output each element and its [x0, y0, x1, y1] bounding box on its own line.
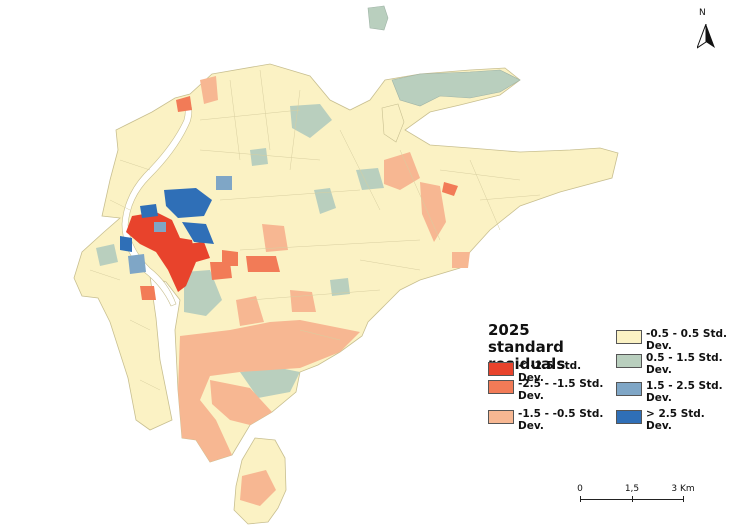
dark-blue-zone	[140, 204, 158, 218]
scale-label-start: 0	[577, 484, 583, 494]
legend-label: 0.5 - 1.5 Std. Dev.	[646, 352, 723, 376]
green-zone	[290, 104, 332, 138]
scale-label-end: 3 Km	[671, 484, 695, 494]
dark-blue-zone	[164, 188, 212, 218]
scale-tick	[580, 496, 581, 502]
legend-label: -1.5 - -0.5 Std. Dev.	[518, 408, 604, 432]
green-zone	[356, 168, 384, 190]
light-salmon-zone	[236, 296, 264, 326]
mid-blue-zone	[128, 254, 146, 274]
salmon-zone	[442, 182, 458, 196]
dark-blue-zone	[120, 236, 132, 252]
legend-item: -1.5 - -0.5 Std. Dev.	[488, 408, 606, 432]
legend-item: 0.5 - 1.5 Std. Dev.	[616, 352, 734, 376]
scale-tick	[683, 496, 684, 502]
green-zone	[314, 188, 336, 214]
red-zone	[186, 242, 210, 262]
salmon-zone	[246, 256, 280, 272]
legend-swatch	[616, 410, 642, 424]
parcel-boundaries	[89, 69, 541, 391]
north-arrow-icon	[697, 24, 715, 49]
light-salmon-zone	[420, 182, 446, 242]
legend-swatch	[616, 354, 642, 368]
scale-label-mid: 1,5	[624, 484, 640, 494]
dark-blue-zone	[182, 222, 214, 244]
light-salmon-zone	[210, 380, 272, 425]
scale-line	[580, 499, 683, 500]
legend-item: 1.5 - 2.5 Std. Dev.	[616, 380, 734, 404]
ne-green-area-1	[391, 69, 521, 107]
scale-bar: 0 1,5 3 Km	[576, 484, 696, 514]
green-zone	[330, 278, 350, 296]
legend-item: < -2.5 Std. Dev.	[488, 360, 606, 384]
green-zone	[250, 148, 268, 166]
legend-item: -2.5 - -1.5 Std. Dev.	[488, 378, 606, 402]
salmon-zone	[176, 96, 192, 112]
light-salmon-zone	[452, 252, 470, 268]
salmon-zone	[140, 286, 156, 300]
light-salmon-zone	[240, 470, 276, 506]
green-zone	[184, 270, 222, 316]
green-zone	[240, 368, 300, 398]
light-salmon-zone	[290, 290, 316, 312]
ne-yellow-area	[381, 103, 405, 143]
light-salmon-zone	[200, 76, 218, 104]
light-salmon-zone	[384, 152, 420, 190]
light-salmon-zone	[262, 224, 288, 252]
river	[121, 97, 193, 307]
ne-green-area-2	[367, 5, 389, 31]
salmon-zone	[210, 262, 232, 280]
legend-item: -0.5 - 0.5 Std. Dev.	[616, 328, 734, 352]
legend-label: > 2.5 Std. Dev.	[646, 408, 705, 432]
legend-label: 1.5 - 2.5 Std. Dev.	[646, 380, 723, 404]
legend-swatch	[488, 410, 514, 424]
north-label: N	[699, 8, 706, 18]
green-zone	[96, 244, 118, 266]
map-legend: 2025 standard residuals < -2.5 Std. Dev.…	[484, 322, 734, 432]
legend-swatch	[488, 380, 514, 394]
legend-swatch	[488, 362, 514, 376]
mid-blue-zone	[154, 222, 166, 232]
mid-blue-zone	[216, 176, 232, 190]
legend-swatch	[616, 330, 642, 344]
legend-label: < -2.5 Std. Dev.	[518, 360, 582, 384]
light-salmon-zone	[178, 320, 360, 462]
red-zone	[126, 212, 196, 292]
scale-tick	[632, 496, 633, 502]
legend-swatch	[616, 382, 642, 396]
legend-item: > 2.5 Std. Dev.	[616, 408, 734, 432]
legend-label: -2.5 - -1.5 Std. Dev.	[518, 378, 604, 402]
legend-label: -0.5 - 0.5 Std. Dev.	[646, 328, 727, 352]
